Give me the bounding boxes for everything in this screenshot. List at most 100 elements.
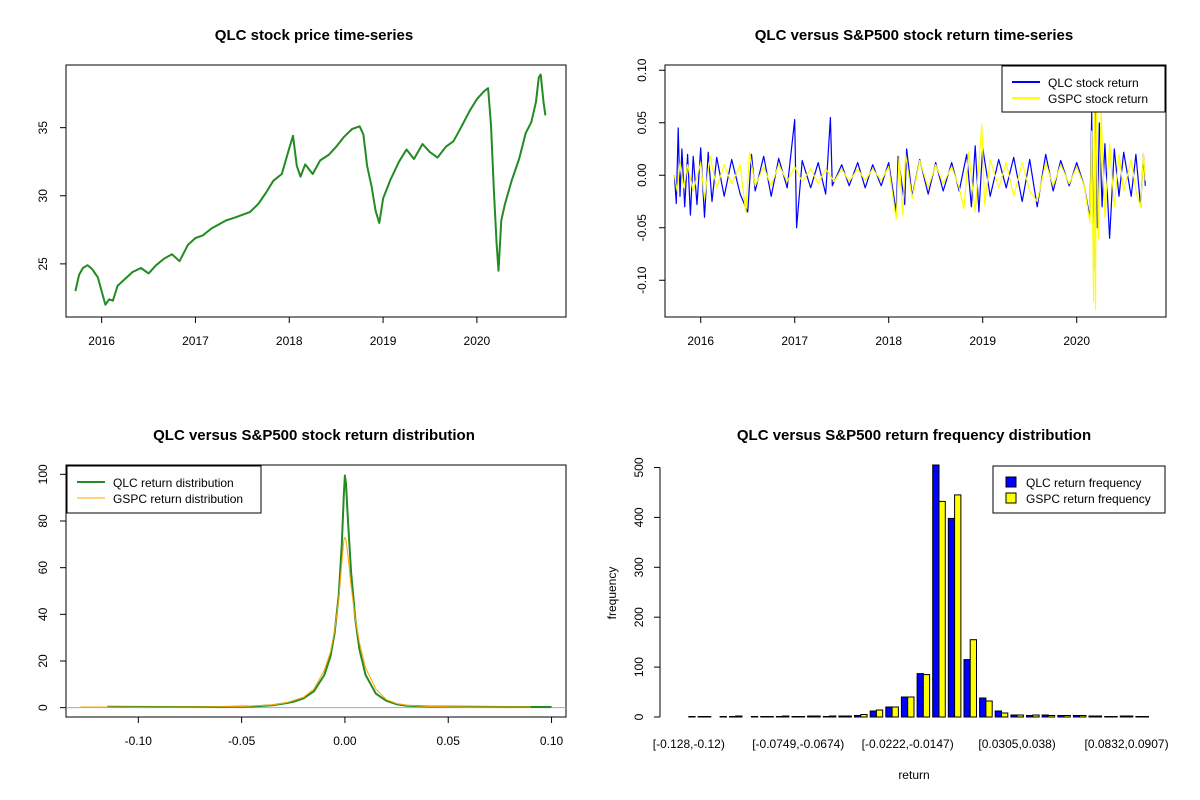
bar-qlc	[1135, 716, 1143, 718]
bar-gspc	[1001, 712, 1009, 718]
bar-gspc	[797, 716, 806, 718]
bar-gspc	[1110, 716, 1118, 718]
legend-box	[992, 465, 1166, 514]
bar-qlc	[822, 716, 831, 718]
bar-gspc	[860, 714, 868, 718]
y-tick-label: -0.05	[635, 214, 649, 242]
bar-qlc	[1026, 715, 1034, 718]
y-axis: 0 100 200 300 400 500	[632, 457, 661, 720]
plot-frame	[65, 464, 567, 718]
x-tick-label: 2016	[687, 334, 714, 348]
x-tick-label: [-0.128,-0.12)	[653, 737, 725, 751]
x-axis: 2016 2017 2018 2019 2020	[687, 317, 1090, 348]
bar-qlc	[979, 697, 987, 718]
y-tick-label: 300	[632, 557, 646, 577]
bar-gspc	[938, 500, 946, 718]
plot-marks	[688, 464, 1149, 718]
legend-label-gspc: GSPC return distribution	[113, 492, 243, 506]
chart-title: QLC versus S&P500 stock return distribut…	[153, 427, 475, 444]
plot-marks	[66, 474, 566, 709]
bar-qlc	[1010, 714, 1018, 718]
y-tick-label: 100	[632, 657, 646, 677]
chart-title: QLC stock price time-series	[215, 27, 413, 44]
bar-qlc	[900, 696, 909, 718]
x-tick-label: [-0.0749,-0.0674)	[752, 737, 844, 751]
bar-qlc	[1119, 715, 1128, 718]
bar-qlc	[1041, 714, 1049, 718]
y-tick-label: 0.00	[635, 163, 649, 187]
x-tick-label: 2019	[969, 334, 996, 348]
y-axis: -0.10 -0.05 0.00 0.05 0.10	[635, 58, 665, 294]
y-tick-label: 30	[36, 189, 50, 203]
x-tick-label: 0.05	[437, 734, 461, 748]
x-tick-label: 2016	[88, 334, 115, 348]
bar-gspc	[1047, 715, 1056, 718]
legend-swatch-gspc	[1005, 492, 1017, 504]
y-tick-label: 0	[36, 704, 50, 711]
legend: QLC stock return GSPC stock return	[1001, 65, 1166, 113]
plot-frame	[664, 64, 1167, 318]
chart-return-time-series: QLC versus S&P500 stock return time-seri…	[635, 27, 1167, 348]
x-tick-label: -0.05	[228, 734, 256, 748]
x-tick-label: 2018	[276, 334, 303, 348]
x-tick-label: 2017	[781, 334, 808, 348]
bar-gspc	[735, 715, 743, 718]
legend-label-qlc: QLC stock return	[1048, 76, 1139, 90]
x-tick-label: 2020	[1063, 334, 1090, 348]
legend-label-qlc: QLC return frequency	[1026, 476, 1141, 490]
y-tick-label: 60	[36, 561, 50, 575]
legend-label-qlc: QLC return distribution	[113, 476, 234, 490]
y-axis: 25 30 35	[36, 121, 66, 271]
y-axis-label: frequency	[605, 567, 619, 620]
y-tick-label: 200	[632, 607, 646, 627]
legend: QLC return distribution GSPC return dist…	[66, 465, 262, 514]
bar-qlc	[729, 716, 737, 718]
legend-swatch-qlc	[1005, 476, 1017, 488]
bar-qlc	[963, 659, 971, 718]
bar-gspc	[1079, 715, 1087, 718]
legend-label-gspc: GSPC return frequency	[1026, 492, 1151, 506]
chart-return-frequency: QLC versus S&P500 return frequency distr…	[605, 427, 1169, 782]
bar-gspc	[1126, 715, 1134, 718]
bar-qlc	[1057, 715, 1065, 718]
bar-qlc	[697, 716, 706, 718]
x-axis: [-0.128,-0.12) [-0.0749,-0.0674) [-0.0222,…	[653, 737, 1169, 751]
bar-gspc	[719, 716, 727, 718]
bar-qlc	[1088, 715, 1096, 718]
bar-qlc	[838, 715, 846, 718]
y-tick-label: 400	[632, 507, 646, 527]
x-axis: 2016 2017 2018 2019 2020	[88, 317, 491, 348]
bar-qlc	[760, 716, 768, 718]
bar-gspc	[922, 674, 931, 718]
bar-gspc	[907, 696, 915, 718]
bar-qlc	[854, 715, 862, 718]
y-tick-label: -0.10	[635, 266, 649, 294]
x-tick-label: 0.10	[540, 734, 564, 748]
legend-label-gspc: GSPC stock return	[1048, 92, 1148, 106]
bar-gspc	[688, 716, 696, 718]
series-line-1	[673, 77, 1146, 311]
plot-marks	[673, 77, 1146, 311]
x-tick-label: 2018	[875, 334, 902, 348]
y-tick-label: 25	[36, 257, 50, 271]
x-tick-label: -0.10	[125, 734, 153, 748]
y-tick-label: 40	[36, 607, 50, 621]
bar-gspc	[875, 709, 884, 718]
x-tick-label: 2019	[370, 334, 397, 348]
bar-gspc	[985, 700, 993, 718]
x-tick-label: [-0.0222,-0.0147)	[862, 737, 954, 751]
plot-marks	[74, 73, 547, 306]
x-tick-label: 2020	[464, 334, 491, 348]
bar-gspc	[1141, 716, 1149, 718]
x-axis: -0.10 -0.05 0.00 0.05 0.10	[125, 717, 564, 748]
bar-gspc	[1016, 714, 1024, 718]
x-tick-label: 2017	[182, 334, 209, 348]
bar-gspc	[813, 715, 821, 718]
bar-qlc	[947, 517, 956, 718]
legend-box	[66, 465, 262, 514]
bar-gspc	[704, 716, 712, 718]
y-axis: 0 20 40 60 80 100	[36, 464, 66, 711]
x-axis-label: return	[898, 768, 929, 782]
